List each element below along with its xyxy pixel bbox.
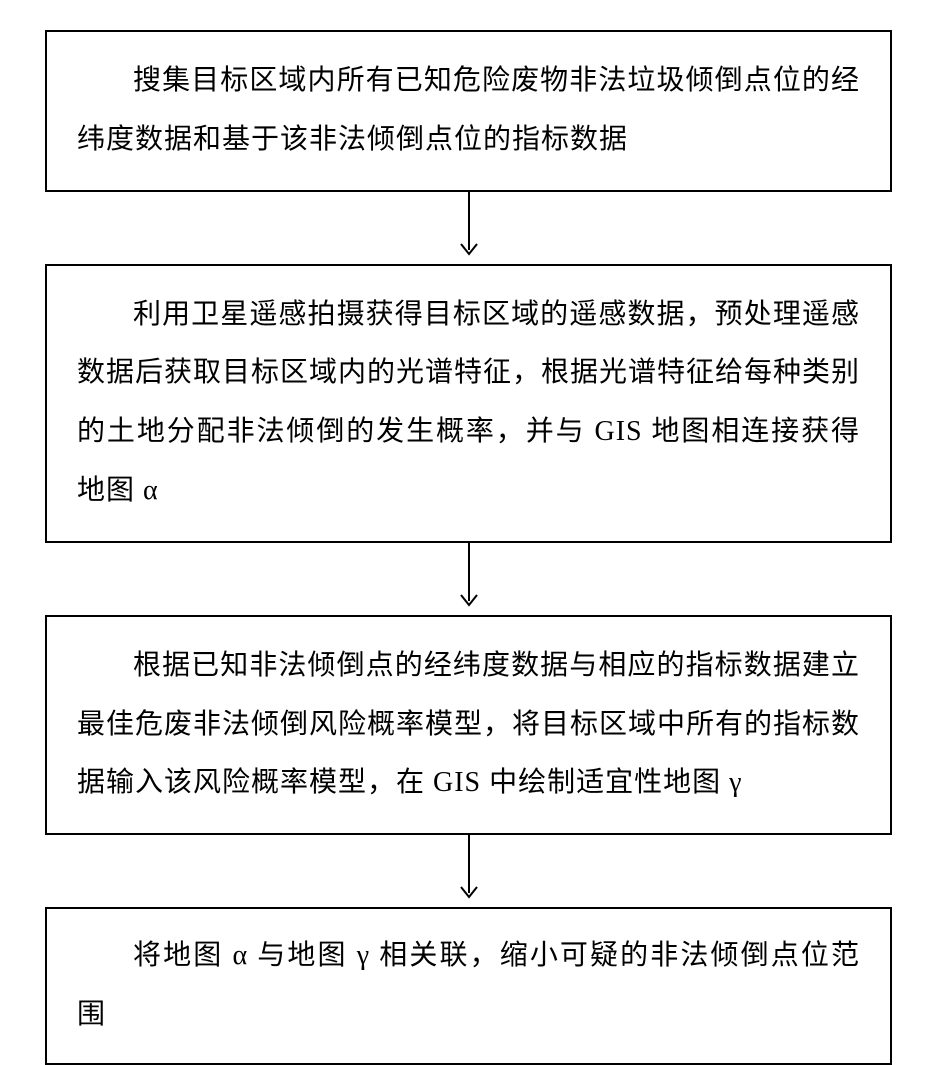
flow-step-4-text: 将地图 α 与地图 γ 相关联，缩小可疑的非法倾倒点位范围 — [77, 927, 860, 1045]
flow-step-2-text: 利用卫星遥感拍摄获得目标区域的遥感数据，预处理遥感数据后获取目标区域内的光谱特征… — [77, 286, 860, 521]
flow-step-3: 根据已知非法倾倒点的经纬度数据与相应的指标数据建立最佳危废非法倾倒风险概率模型，… — [45, 615, 892, 835]
flow-arrow-3 — [459, 835, 479, 907]
flow-arrow-1 — [459, 192, 479, 264]
arrow-down-icon — [459, 192, 479, 264]
flow-step-3-text: 根据已知非法倾倒点的经纬度数据与相应的指标数据建立最佳危废非法倾倒风险概率模型，… — [77, 637, 860, 813]
flow-arrow-2 — [459, 543, 479, 615]
flow-step-1-text: 搜集目标区域内所有已知危险废物非法垃圾倾倒点位的经纬度数据和基于该非法倾倒点位的… — [77, 52, 860, 170]
arrow-down-icon — [459, 543, 479, 615]
flow-step-4: 将地图 α 与地图 γ 相关联，缩小可疑的非法倾倒点位范围 — [45, 907, 892, 1065]
flow-step-2: 利用卫星遥感拍摄获得目标区域的遥感数据，预处理遥感数据后获取目标区域内的光谱特征… — [45, 264, 892, 543]
arrow-down-icon — [459, 835, 479, 907]
flow-step-1: 搜集目标区域内所有已知危险废物非法垃圾倾倒点位的经纬度数据和基于该非法倾倒点位的… — [45, 30, 892, 192]
